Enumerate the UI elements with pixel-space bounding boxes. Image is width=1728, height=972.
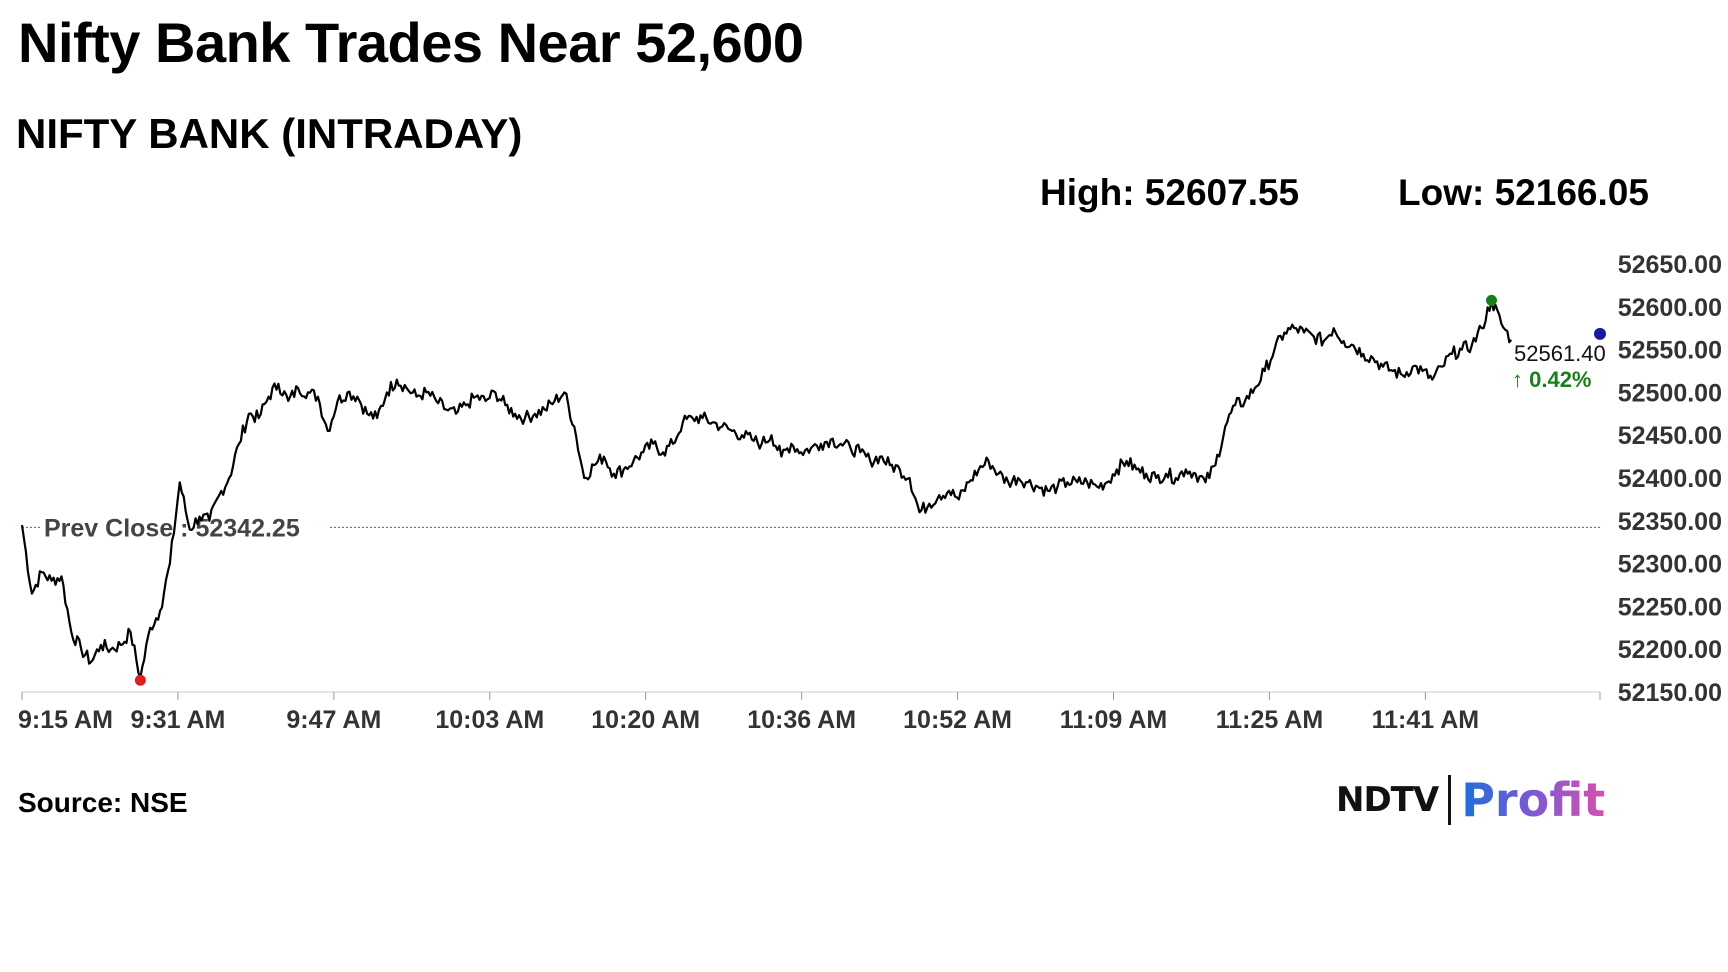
x-tick-label: 9:47 AM	[286, 706, 381, 734]
source-note: Source: NSE	[18, 787, 188, 818]
series-line	[20, 299, 1513, 680]
percent-change-label: ↑ 0.42%	[1512, 367, 1592, 392]
x-tick-label: 11:09 AM	[1060, 706, 1167, 734]
x-tick-label: 10:52 AM	[903, 706, 1012, 734]
y-axis: 52650.00 52600.00 52550.00 52500.00 52450.00…	[1618, 251, 1722, 707]
markers: 52561.40↑ 0.42%	[134, 294, 1606, 686]
y-tick-label: 52400.00	[1618, 465, 1722, 493]
x-tick-label: 10:03 AM	[435, 706, 544, 734]
intraday-line-chart: 52650.00 52600.00 52550.00 52500.00 52450.00…	[18, 251, 1722, 734]
y-tick-label: 52500.00	[1618, 379, 1722, 407]
x-tick-label: 10:36 AM	[747, 706, 856, 734]
x-tick-label: 9:31 AM	[130, 706, 225, 734]
x-tick-label: 11:41 AM	[1372, 706, 1479, 734]
headline: Nifty Bank Trades Near 52,600	[18, 11, 804, 74]
x-tick-label: 11:25 AM	[1216, 706, 1323, 734]
day-low-label: Low: 52166.05	[1398, 172, 1649, 213]
y-tick-label: 52250.00	[1618, 593, 1722, 621]
last-price-marker	[1594, 327, 1606, 340]
y-tick-label: 52650.00	[1618, 251, 1722, 279]
y-tick-label: 52300.00	[1618, 551, 1722, 579]
ndtv-profit-logo: NDTV Profit	[1336, 770, 1605, 830]
y-tick-label: 52550.00	[1618, 337, 1722, 365]
y-tick-label: 52450.00	[1618, 422, 1722, 450]
prev-close-line: Prev Close : 52342.25	[22, 507, 1600, 542]
x-tick-label: 9:15 AM	[18, 706, 113, 734]
y-tick-label: 52350.00	[1618, 508, 1722, 536]
logo-ndtv: NDTV	[1336, 780, 1439, 820]
y-tick-label: 52200.00	[1618, 636, 1722, 664]
last-price-label: 52561.40	[1514, 341, 1606, 366]
x-axis: 9:15 AM 9:31 AM 9:47 AM 10:03 AM 10:20 AM 10:…	[18, 691, 1601, 734]
price-series	[20, 299, 1513, 680]
logo-separator	[1448, 775, 1452, 825]
logo-profit: Profit	[1461, 773, 1606, 827]
low-point-marker	[134, 674, 146, 686]
high-point-marker	[1486, 294, 1498, 306]
day-high-label: High: 52607.55	[1040, 172, 1300, 213]
x-tick-label: 10:20 AM	[591, 706, 700, 734]
chart-title: NIFTY BANK (INTRADAY)	[16, 110, 523, 157]
y-tick-label: 52150.00	[1618, 679, 1722, 707]
y-tick-label: 52600.00	[1618, 294, 1722, 322]
